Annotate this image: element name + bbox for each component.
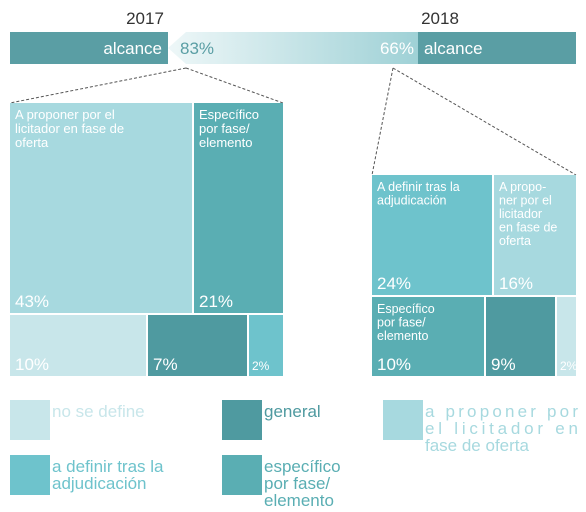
treemap-cell <box>372 175 492 295</box>
legend-label: por fase/ <box>264 474 330 493</box>
cell-value: 7% <box>153 355 178 374</box>
cell-label: Específico <box>199 107 259 122</box>
legend-label: específico <box>264 457 341 476</box>
connector <box>185 67 284 104</box>
legend-swatch <box>222 400 262 440</box>
plot: 2017 2018 alcance alcance 83% 66% A proponer p… <box>10 9 578 510</box>
cell-value: 2% <box>560 359 578 373</box>
cell-label: oferta <box>499 234 531 248</box>
cell-label: A propo- <box>499 180 546 194</box>
treemap-cell <box>372 297 484 376</box>
scope-bar <box>10 32 168 64</box>
treemap-cell <box>148 315 247 376</box>
legend-label: fase de oferta <box>425 436 530 455</box>
cell-value: 2% <box>252 359 270 373</box>
cell-label: A proponer por el <box>15 107 115 122</box>
cell-label: ner por el <box>499 194 552 208</box>
cell-label: adjudicación <box>377 194 447 208</box>
scope-value: 66% <box>380 39 414 58</box>
legend-label: adjudicación <box>52 474 147 493</box>
treemap-cell <box>10 103 192 313</box>
legend-swatch <box>383 400 423 440</box>
legend-label: a definir tras la <box>52 457 164 476</box>
year-label: 2018 <box>421 9 459 28</box>
cell-label: en fase de <box>499 221 557 235</box>
year-label: 2017 <box>126 9 164 28</box>
cell-label: Específico <box>377 302 435 316</box>
cell-value: 43% <box>15 292 49 311</box>
cell-label: elemento <box>199 135 252 150</box>
scope-label: alcance <box>424 39 483 58</box>
scope-label: alcance <box>103 39 162 58</box>
treemap-cell <box>486 297 555 376</box>
scope-value: 83% <box>180 39 214 58</box>
cell-label: oferta <box>15 135 49 150</box>
cell-label: elemento <box>377 329 428 343</box>
cell-label: por fase/ <box>377 316 426 330</box>
treemap-cell <box>249 315 283 376</box>
legend-label: el licitador en <box>425 419 578 438</box>
treemap-cell <box>194 103 283 313</box>
legend-label: general <box>264 402 321 421</box>
treemap-cell <box>10 315 146 376</box>
legend-swatch <box>10 455 50 495</box>
cell-label: licitador en fase de <box>15 121 124 136</box>
cell-value: 24% <box>377 274 411 293</box>
cell-value: 10% <box>15 355 49 374</box>
legend-label: a proponer por <box>425 402 578 421</box>
cell-value: 10% <box>377 355 411 374</box>
cell-value: 16% <box>499 274 533 293</box>
connector <box>9 67 187 104</box>
cell-value: 21% <box>199 292 233 311</box>
cell-label: por fase/ <box>199 121 250 136</box>
scope-bar <box>418 32 576 64</box>
treemap-cell <box>494 175 576 295</box>
legend-swatch <box>10 400 50 440</box>
treemap-cell <box>557 297 576 376</box>
legend-swatch <box>222 455 262 495</box>
legend-label: no se define <box>52 402 145 421</box>
connector <box>371 67 394 176</box>
cell-value: 9% <box>491 355 516 374</box>
cell-label: licitador <box>499 207 542 221</box>
cell-label: A definir tras la <box>377 180 460 194</box>
connector <box>392 67 577 176</box>
arrow <box>168 32 418 64</box>
legend-label: elemento <box>264 491 334 510</box>
